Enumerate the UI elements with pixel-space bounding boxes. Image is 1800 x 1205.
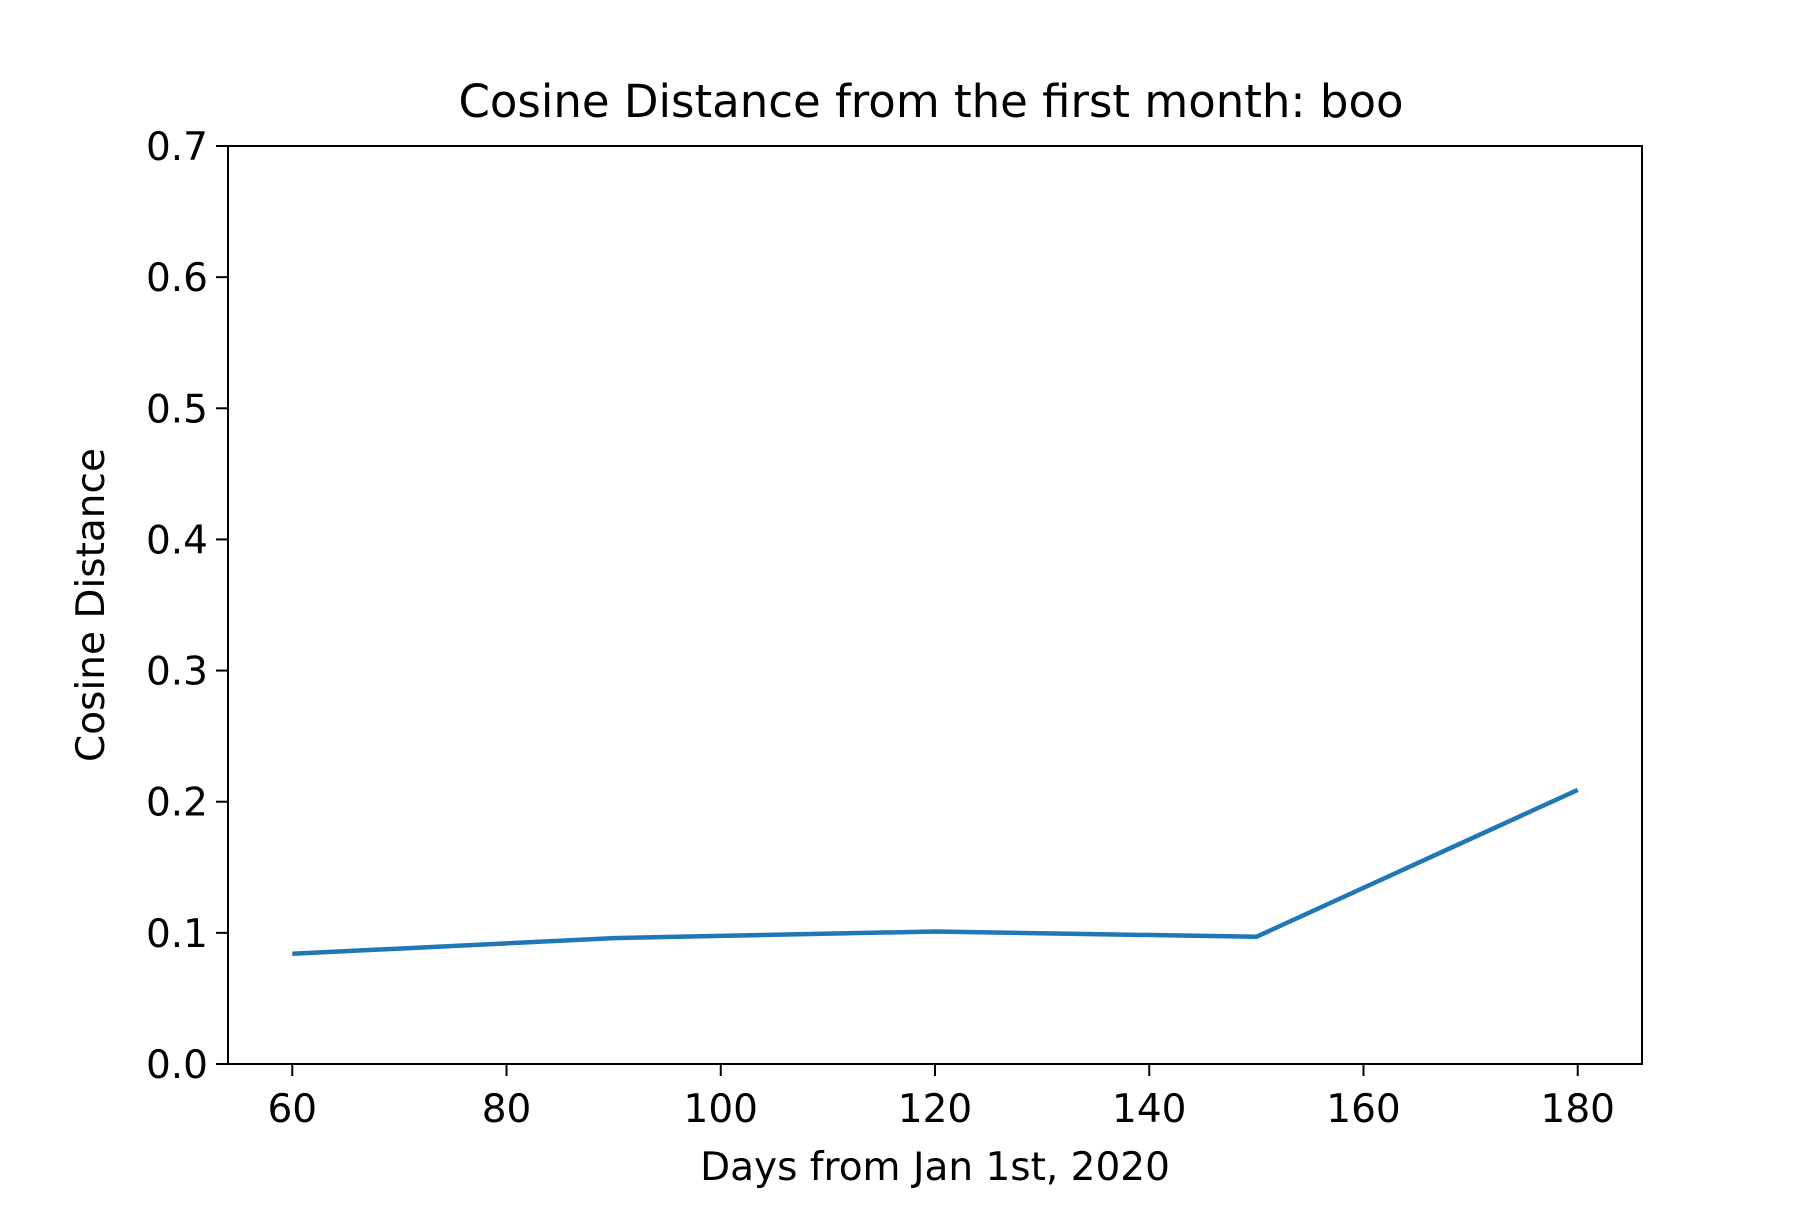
x-tick-label: 160 <box>1326 1087 1400 1132</box>
y-axis-label: Cosine Distance <box>69 448 114 762</box>
y-tick-label: 0.7 <box>146 125 208 170</box>
series-layer <box>292 787 1579 957</box>
x-tick-label: 80 <box>482 1087 532 1132</box>
x-tick-label: 100 <box>684 1087 758 1132</box>
y-tick-label: 0.1 <box>146 912 208 957</box>
y-tick-label: 0.6 <box>146 256 208 301</box>
x-tick-label: 60 <box>267 1087 317 1132</box>
x-axis-ticks: 60 80 100 120 140 160 180 <box>267 1064 1615 1132</box>
chart-title: Cosine Distance from the first month: bo… <box>458 75 1403 128</box>
plot-frame <box>227 145 1643 1065</box>
y-tick-label: 0.5 <box>146 387 208 432</box>
y-tick-label: 0.2 <box>146 781 208 826</box>
y-tick-label: 0.0 <box>146 1043 208 1088</box>
x-axis-label: Days from Jan 1st, 2020 <box>700 1145 1170 1190</box>
y-tick-label: 0.3 <box>146 650 208 695</box>
x-tick-label: 120 <box>898 1087 972 1132</box>
y-tick-label: 0.4 <box>146 518 208 563</box>
x-tick-label: 180 <box>1541 1087 1615 1132</box>
series-line <box>292 787 1579 957</box>
y-axis-ticks: 0.0 0.1 0.2 0.3 0.4 0.5 0.6 0.7 <box>146 125 228 1088</box>
x-tick-label: 140 <box>1112 1087 1186 1132</box>
